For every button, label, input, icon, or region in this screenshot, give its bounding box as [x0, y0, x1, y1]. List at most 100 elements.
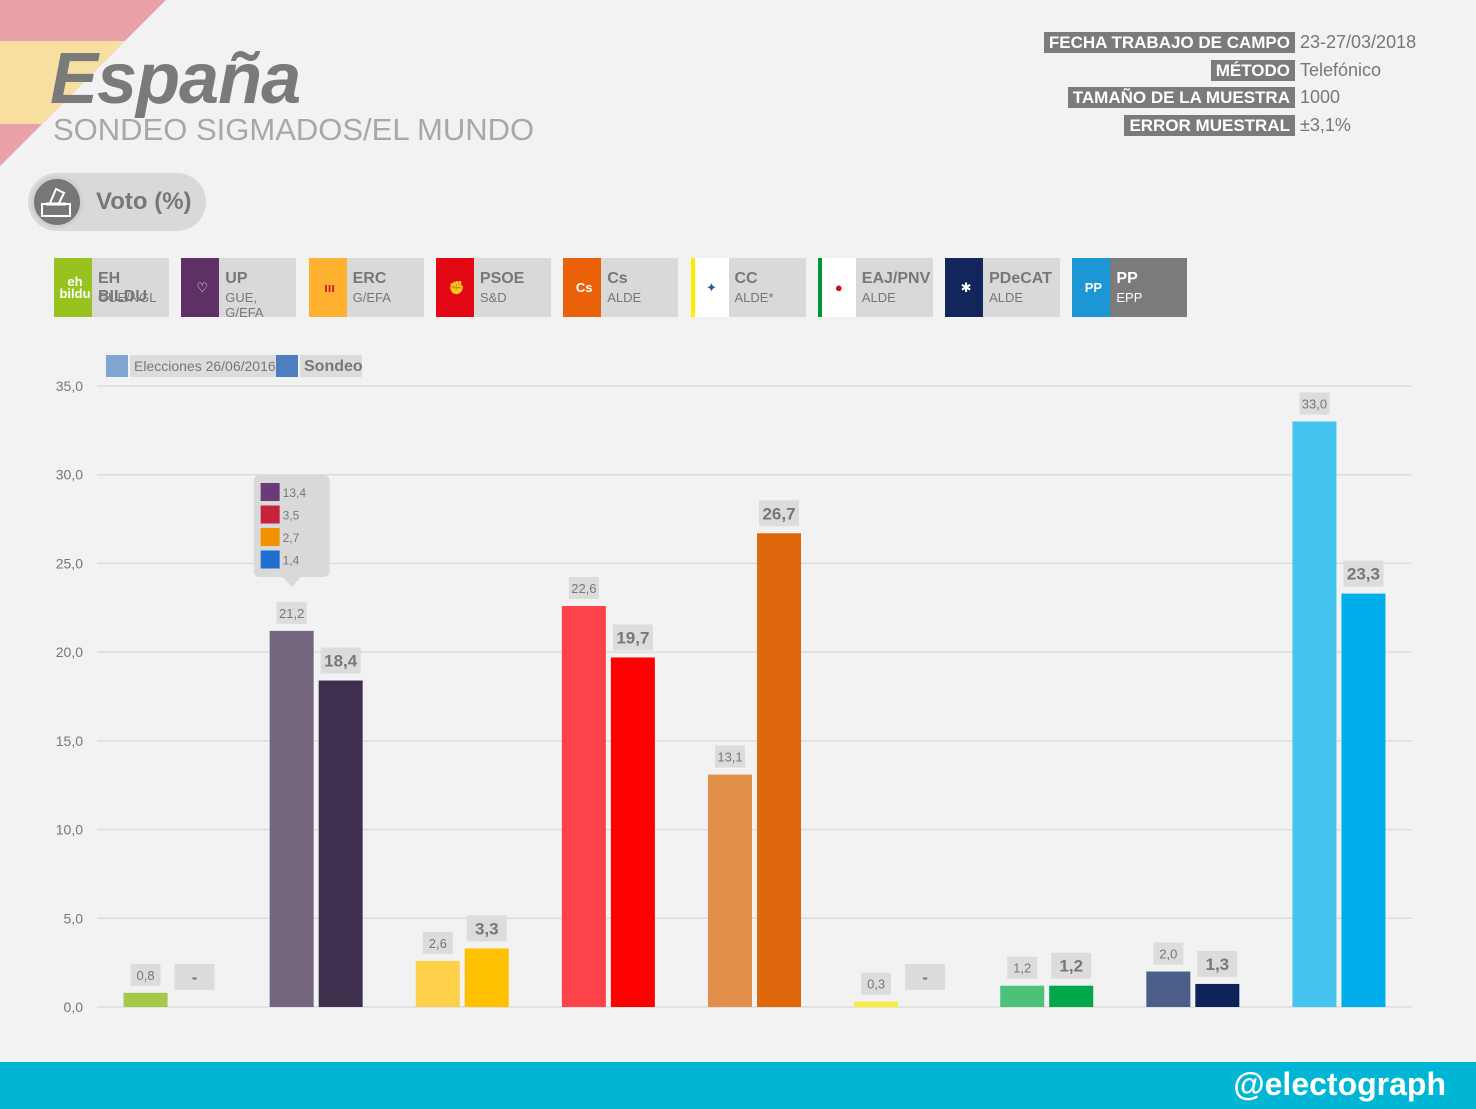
bar	[269, 630, 314, 1007]
party-group: G/EFA	[352, 290, 391, 305]
party-logo-icon: PP	[1076, 258, 1111, 317]
bar	[854, 1001, 899, 1007]
data-label-bg	[1153, 942, 1184, 965]
y-tick-label: 25,0	[56, 555, 83, 571]
data-label-bg	[905, 964, 946, 990]
data-label-bg	[1343, 560, 1384, 587]
party-item-psoe: ✊ PSOE S&D	[435, 258, 551, 317]
party-item-pp: PP PP EPP	[1072, 258, 1188, 317]
party-item-erc: ııı ERC G/EFA	[308, 258, 424, 317]
survey-info: FECHA TRABAJO DE CAMPO 23-27/03/2018 MÉT…	[1043, 32, 1418, 142]
en-comu-podem-icon	[260, 505, 280, 524]
data-label-bg	[1197, 950, 1238, 977]
data-label-bg	[715, 745, 745, 768]
info-label: ERROR MUESTRAL	[1124, 114, 1295, 136]
party-color-stripe	[690, 258, 695, 317]
party-logo-icon: Cs	[567, 258, 602, 317]
party-logo-icon: ♡	[185, 258, 220, 317]
party-name: EH BILDU	[98, 270, 147, 305]
bar	[1292, 421, 1337, 1007]
data-label-bg	[568, 577, 599, 600]
bar	[1000, 985, 1045, 1007]
party-item-eh-bildu: eh bildu EH BILDU GUE/NGL	[54, 258, 169, 317]
party-group: S&D	[479, 290, 507, 305]
party-item-pdecat: ✱ PDeCAT ALDE	[945, 258, 1061, 317]
data-label-bg	[276, 601, 307, 624]
party-color-stripe	[817, 258, 822, 317]
data-label: 26,7	[762, 504, 795, 523]
footer-bar: @electograph	[0, 1062, 1476, 1109]
y-tick-label: 0,0	[64, 999, 84, 1015]
party-logo-icon: ııı	[312, 258, 347, 317]
info-label: TAMAÑO DE LA MUESTRA	[1067, 87, 1295, 108]
data-label-bg	[130, 963, 161, 986]
compromis-icon	[260, 528, 280, 546]
bar	[1146, 971, 1191, 1007]
party-name: PDeCAT	[989, 270, 1052, 287]
legend-label: Sondeo	[304, 358, 363, 375]
legend-label: Elecciones 26/06/2016	[134, 358, 276, 374]
data-label: 23,3	[1347, 565, 1380, 584]
y-tick-label: 35,0	[56, 378, 83, 394]
spain-flag-corner	[0, 0, 166, 166]
info-row-fecha: FECHA TRABAJO DE CAMPO 23-27/03/2018	[1043, 32, 1418, 53]
data-label-bg	[612, 624, 653, 651]
data-label: 0,3	[867, 977, 885, 992]
bar	[561, 606, 606, 1007]
bar	[415, 960, 460, 1007]
data-label: 22,6	[571, 581, 596, 596]
info-label: FECHA TRABAJO DE CAMPO	[1043, 32, 1295, 53]
info-row-muestra: TAMAÑO DE LA MUESTRA 1000	[1044, 87, 1418, 108]
party-color-stripe	[54, 258, 58, 317]
info-value: 23-27/03/2018	[1300, 32, 1417, 52]
annotation-value: 2,7	[283, 531, 300, 545]
party-group: EPP	[1116, 290, 1143, 305]
data-label: 0,8	[137, 968, 155, 983]
data-label: 2,0	[1159, 947, 1177, 962]
y-tick-label: 10,0	[56, 822, 83, 838]
data-label-bg	[1299, 392, 1330, 415]
data-label-bg	[422, 931, 453, 954]
bar	[610, 657, 655, 1007]
bar-chart: 0,0 5,0 10,0 15,0 20,0 25,0 30,0 35,0 Elecciones…	[56, 355, 1412, 1015]
data-label: 1,2	[1013, 961, 1031, 976]
party-name: UP	[225, 270, 248, 287]
data-label: 13,1	[717, 750, 742, 765]
party-name: EAJ/PNV	[861, 270, 931, 287]
bar	[464, 948, 509, 1007]
party-color-stripe	[1072, 258, 1077, 317]
data-label-bg	[466, 915, 507, 942]
party-name: PSOE	[479, 270, 525, 287]
info-row-metodo: MÉTODO Telefónico	[1044, 59, 1418, 81]
data-label: 2,6	[429, 936, 447, 951]
bar	[1049, 985, 1094, 1007]
party-logo-icon: ✊	[439, 258, 474, 317]
y-tick-label: 15,0	[56, 733, 83, 749]
bar	[123, 992, 168, 1007]
party-name: Cs	[607, 270, 628, 287]
bar	[708, 774, 752, 1007]
data-label-bg	[320, 647, 361, 674]
data-label-bg	[1051, 952, 1092, 979]
party-group: GUE/NGL	[98, 290, 157, 305]
y-tick-label: 30,0	[56, 467, 83, 483]
party-item-eaj-pnv: ● EAJ/PNV ALDE	[817, 258, 933, 317]
podemos-icon	[260, 483, 280, 501]
party-color-stripe	[563, 258, 568, 317]
data-label-bg	[174, 964, 215, 990]
data-label: -	[922, 968, 928, 987]
party-name: ERC	[352, 270, 387, 287]
data-label: 1,3	[1206, 955, 1230, 974]
party-color-stripe	[181, 258, 186, 317]
annotation-value: 3,5	[283, 509, 300, 523]
party-group: ALDE*	[734, 290, 774, 305]
annotation-value: 1,4	[283, 554, 300, 568]
bar	[757, 533, 801, 1007]
voto-badge: Voto (%)	[28, 173, 206, 231]
party-item-cs: Cs Cs ALDE	[563, 258, 679, 317]
party-name: PP	[1116, 270, 1138, 287]
page-title: España	[50, 39, 301, 119]
party-name: CC	[734, 270, 758, 287]
data-label-bg	[1007, 956, 1038, 979]
party-color-stripe	[308, 258, 313, 317]
